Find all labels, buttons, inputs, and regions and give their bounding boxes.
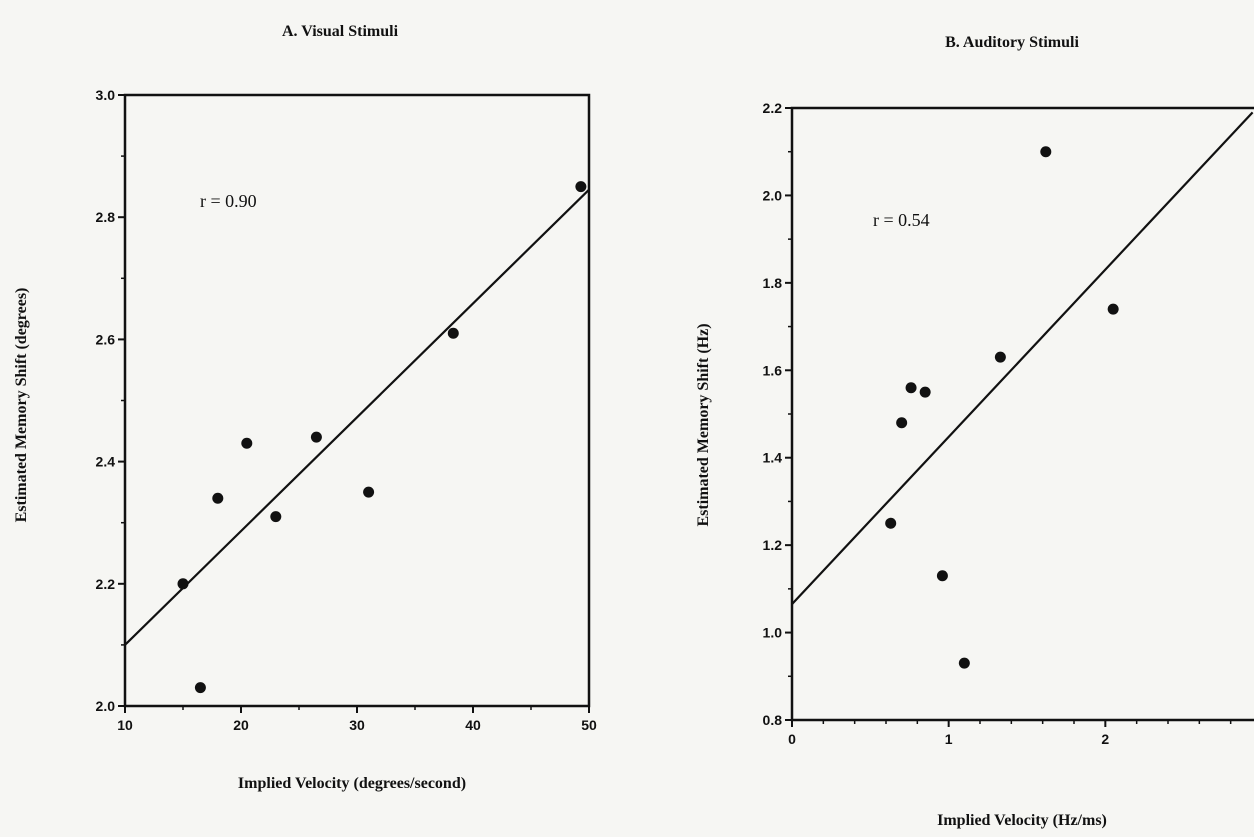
panel-a-y-axis-label: Estimated Memory Shift (degrees) — [13, 288, 30, 523]
x-tick-label: 40 — [465, 717, 481, 733]
data-point — [363, 486, 375, 498]
panel-b-points — [885, 146, 1119, 669]
x-tick-label: 2 — [1101, 731, 1109, 747]
panel-b-auditory-stimuli: B. Auditory Stimuli Implied Velocity (Hz… — [695, 34, 1254, 829]
data-point — [177, 578, 189, 590]
data-point — [1040, 146, 1052, 158]
data-point — [270, 511, 282, 523]
panel-a-x-axis-label: Implied Velocity (degrees/second) — [238, 775, 466, 792]
panel-b-y-axis-label: Estimated Memory Shift (Hz) — [695, 323, 712, 526]
y-tick-label: 1.0 — [763, 625, 783, 641]
data-point — [1107, 303, 1119, 315]
data-point — [194, 682, 206, 694]
y-tick-label: 2.4 — [96, 454, 116, 470]
y-tick-label: 0.8 — [763, 712, 783, 728]
panel-a-title: A. Visual Stimuli — [282, 23, 399, 40]
data-point — [212, 492, 224, 504]
data-point — [896, 417, 908, 429]
x-tick-label: 30 — [349, 717, 365, 733]
y-tick-label: 2.2 — [763, 100, 783, 116]
data-point — [905, 382, 917, 394]
y-tick-label: 1.4 — [763, 450, 783, 466]
y-tick-label: 2.8 — [96, 209, 116, 225]
data-point — [885, 517, 897, 529]
y-tick-label: 3.0 — [96, 87, 116, 103]
x-tick-label: 0 — [788, 731, 796, 747]
y-tick-label: 2.0 — [96, 698, 116, 714]
panel-a-plot-frame — [123, 93, 591, 708]
y-tick-label: 2.0 — [763, 187, 783, 203]
x-tick-label: 50 — [581, 717, 597, 733]
panel-b-correlation-annotation: r = 0.54 — [873, 210, 930, 230]
panel-a-fit-line-group — [124, 188, 590, 646]
x-tick-label: 10 — [117, 717, 133, 733]
panel-a-visual-stimuli: A. Visual Stimuli Implied Velocity (degr… — [13, 23, 597, 792]
data-point — [936, 570, 948, 582]
y-tick-label: 1.2 — [763, 537, 783, 553]
panel-b-plot-frame — [790, 106, 1254, 722]
data-point — [994, 351, 1006, 363]
y-tick-label: 1.8 — [763, 275, 783, 291]
panel-b-ticks: 0.81.01.21.41.61.82.02.20123 — [763, 100, 1232, 747]
panel-b-title: B. Auditory Stimuli — [945, 34, 1079, 51]
data-point — [919, 386, 931, 398]
x-tick-label: 1 — [945, 731, 953, 747]
panel-b-fit-line-group — [791, 111, 1254, 605]
panel-a-points — [177, 181, 587, 694]
y-tick-label: 1.6 — [763, 362, 783, 378]
panel-b-x-axis-label: Implied Velocity (Hz/ms) — [937, 812, 1107, 829]
data-point — [958, 657, 970, 669]
y-tick-label: 2.6 — [96, 331, 116, 347]
panel-a-ticks: 2.0 2.2 2.4 2.6 2.8 3.0 10 20 30 40 50 — [96, 87, 597, 733]
y-tick-label: 2.2 — [96, 576, 116, 592]
data-point — [575, 181, 587, 193]
data-point — [447, 327, 459, 339]
regression-line — [124, 188, 590, 646]
regression-line — [791, 111, 1254, 605]
data-point — [310, 431, 322, 443]
x-tick-label: 20 — [233, 717, 249, 733]
data-point — [241, 437, 253, 449]
panel-a-correlation-annotation: r = 0.90 — [200, 191, 257, 211]
